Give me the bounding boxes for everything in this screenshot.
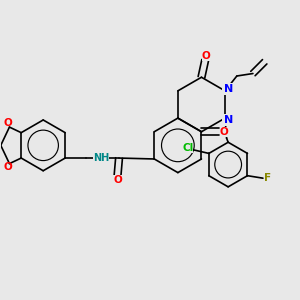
Text: O: O — [202, 51, 211, 61]
Text: NH: NH — [93, 153, 109, 163]
Text: N: N — [224, 115, 233, 125]
Text: F: F — [264, 173, 271, 183]
Text: O: O — [4, 118, 12, 128]
Text: O: O — [220, 127, 228, 137]
Text: Cl: Cl — [182, 143, 194, 153]
Text: N: N — [224, 84, 233, 94]
Text: O: O — [4, 162, 12, 172]
Text: O: O — [113, 175, 122, 185]
